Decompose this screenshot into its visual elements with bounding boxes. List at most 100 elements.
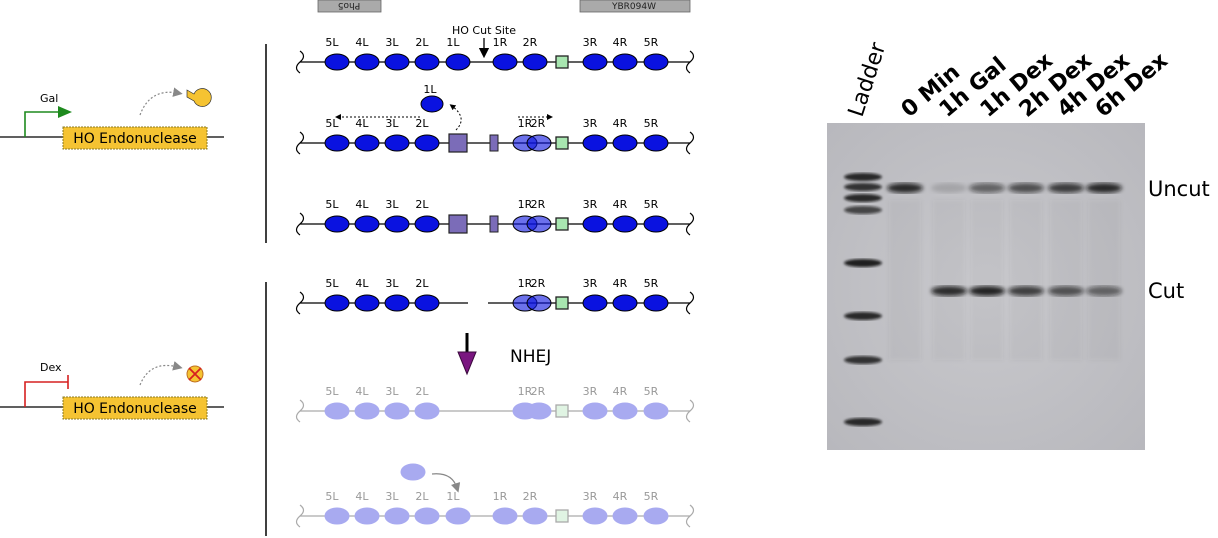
gel-band <box>844 183 882 191</box>
label-3R: 3R <box>583 490 598 503</box>
label-2L: 2L <box>415 198 429 211</box>
nucleosome-4R <box>612 53 638 71</box>
label-4L: 4L <box>355 385 369 398</box>
label-3R: 3R <box>583 198 598 211</box>
label-1L: 1L <box>446 36 460 49</box>
marker-box <box>555 404 569 418</box>
nucleosome-3R <box>582 215 608 233</box>
nucleosome-3R <box>582 134 608 152</box>
nucleosome-5L <box>324 215 350 233</box>
pacman-icon <box>186 88 212 107</box>
gal-gene-label: HO Endonuclease <box>73 131 197 147</box>
gal-construct: Gal HO Endonuclease <box>0 87 224 150</box>
nucleosome-3L <box>384 507 410 525</box>
gel-band <box>931 183 967 193</box>
nucleosome-3L <box>384 402 410 420</box>
nucleosome-4L <box>354 53 380 71</box>
nucleosome-3R <box>582 53 608 71</box>
label-4R: 4R <box>613 198 628 211</box>
ybr094w-label: YBR094W <box>611 2 656 12</box>
cut-site-label: HO Cut Site <box>452 24 516 37</box>
end-protection-box-small <box>489 134 499 152</box>
marker-box <box>555 136 569 150</box>
label-1R: 1R <box>493 490 508 503</box>
nucleosome-2R <box>526 215 552 233</box>
label-5R: 5R <box>644 36 659 49</box>
locus-row: 5L 4L 3L 2L 1L 1R 2R 3R 4R 5R <box>295 463 695 528</box>
label-5R: 5R <box>644 117 659 130</box>
nucleosome-3R <box>582 294 608 312</box>
label-2R: 2R <box>523 36 538 49</box>
nucleosome-4R <box>612 294 638 312</box>
label-4L: 4L <box>355 36 369 49</box>
gel-band <box>844 173 882 181</box>
nucleosome-5R <box>643 53 669 71</box>
label-4R: 4R <box>613 385 628 398</box>
label-2R: 2R <box>531 198 546 211</box>
label-4R: 4R <box>613 277 628 290</box>
gel-band <box>1086 183 1122 193</box>
nhej-arrow: NHEJ <box>457 333 551 376</box>
lane-label-0: Ladder <box>844 39 892 120</box>
nucleosome-4R <box>612 507 638 525</box>
label-5L: 5L <box>325 117 339 130</box>
nucleosome-5R <box>643 507 669 525</box>
gal-label: Gal <box>40 92 58 105</box>
label-2R: 2R <box>531 117 546 130</box>
label-3L: 3L <box>385 198 399 211</box>
nucleosome-3L <box>384 294 410 312</box>
label-4R: 4R <box>613 36 628 49</box>
nucleosome-4L <box>354 215 380 233</box>
dex-label: Dex <box>40 361 62 374</box>
label-2R: 2R <box>523 490 538 503</box>
label-4L: 4L <box>355 117 369 130</box>
label-4L: 4L <box>355 277 369 290</box>
nucleosome-4R <box>612 134 638 152</box>
label-3L: 3L <box>385 36 399 49</box>
returning-nucleosome <box>400 463 426 481</box>
end-protection-box <box>448 214 468 234</box>
label-2L: 2L <box>415 490 429 503</box>
nucleosome-1R <box>492 53 518 71</box>
label-5R: 5R <box>644 385 659 398</box>
nhej-label: NHEJ <box>510 347 551 367</box>
nucleosome-1L <box>445 53 471 71</box>
nucleosome-1R <box>492 507 518 525</box>
label-2R: 2R <box>531 277 546 290</box>
label-5R: 5R <box>644 198 659 211</box>
nucleosome-3L <box>384 215 410 233</box>
top-bar-left: Pho5 <box>317 0 382 13</box>
label-1R: 1R <box>518 198 533 211</box>
nucleosome-3R <box>582 507 608 525</box>
top-bar-right: YBR094W <box>579 0 691 13</box>
end-protection-box-small <box>489 215 499 233</box>
gel-band <box>844 312 882 320</box>
nucleosome-2L <box>414 215 440 233</box>
nucleosome-3L <box>384 134 410 152</box>
label-3R: 3R <box>583 36 598 49</box>
nucleosome-5L <box>324 402 350 420</box>
nucleosome-4L <box>354 507 380 525</box>
label-4R: 4R <box>613 490 628 503</box>
nucleosome-5L <box>324 134 350 152</box>
cut-label: Cut <box>1148 279 1184 303</box>
label-5L: 5L <box>325 36 339 49</box>
label-1L: 1L <box>446 490 460 503</box>
gel-band <box>1048 183 1084 193</box>
label-3R: 3R <box>583 117 598 130</box>
label-5L: 5L <box>325 490 339 503</box>
gal-promoter-arrow <box>24 111 60 137</box>
nucleosome-2L <box>414 134 440 152</box>
uncut-label: Uncut <box>1148 177 1210 201</box>
nucleosome-2R <box>522 507 548 525</box>
evicted-nucleosome-1L <box>420 95 444 113</box>
label-3L: 3L <box>385 277 399 290</box>
nucleosome-5R <box>643 215 669 233</box>
gel-band <box>844 259 882 267</box>
label-4L: 4L <box>355 490 369 503</box>
